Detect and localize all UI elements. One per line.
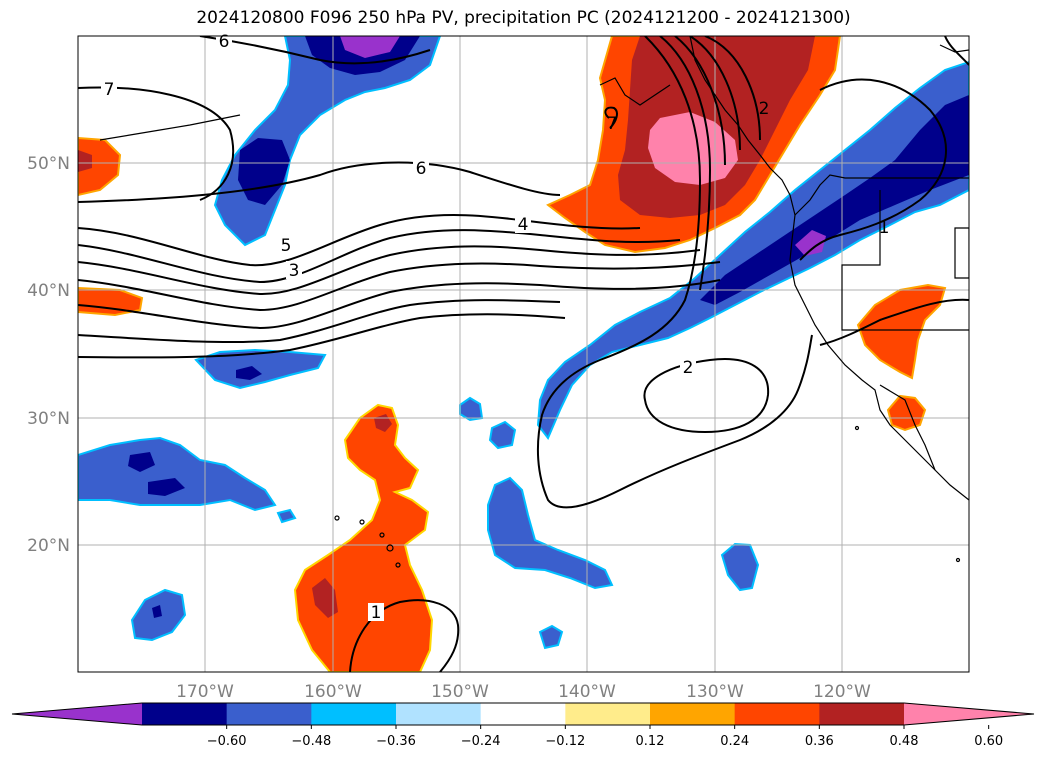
lon-label-120w: 120°W: [813, 682, 871, 702]
colorbar-segment: [480, 703, 566, 725]
strong-negative-southwest: [152, 605, 162, 618]
colorbar-tick-label: 0.36: [805, 734, 834, 749]
contour-label-1-east: 1: [879, 218, 890, 238]
strong-negative-west-25n-b: [148, 478, 185, 496]
lon-label-130w: 130°W: [686, 682, 744, 702]
contour-label-5: 5: [281, 236, 292, 256]
colorbar-tick-label: −0.60: [207, 734, 247, 749]
shaded-fields: [78, 36, 969, 672]
strong-negative-35n: [236, 366, 262, 380]
colorbar-segment: [819, 703, 905, 725]
map-border: [77, 35, 970, 673]
contour-label-3: 3: [289, 261, 300, 281]
negative-anomaly-south-central: [487, 476, 614, 590]
lon-label-140w: 140°W: [558, 682, 616, 702]
negative-anomaly-35n: [194, 348, 327, 390]
colorbar-tick-label: −0.48: [291, 734, 331, 749]
negative-anomaly-small-4: [538, 624, 564, 650]
lat-label-20n: 20°N: [27, 536, 70, 556]
colorbar-tick-label: −0.12: [545, 734, 585, 749]
strong-anomaly-west-50n: [78, 150, 92, 172]
contour-labels: 6 7 6 5 4 3 2 1 7 2 1: [101, 32, 889, 623]
lon-label-160w: 160°W: [304, 682, 362, 702]
lon-label-150w: 150°W: [431, 682, 489, 702]
colorbar-outline: [11, 702, 1035, 726]
colorbar-tick-label: 0.60: [974, 734, 1003, 749]
colorbar-segment: [565, 703, 651, 725]
negative-anomaly-west-25n: [78, 436, 277, 512]
colorbar-segment: [311, 703, 397, 725]
colorbar-segment: [142, 703, 228, 725]
contour-label-6-central: 6: [416, 159, 427, 179]
contour-label-4: 4: [518, 215, 529, 235]
contour-label-2-central: 2: [683, 358, 694, 378]
contour-label-6-north: 6: [219, 32, 230, 52]
colorbar-tick-label: 0.48: [890, 734, 919, 749]
colorbar-tick-label: 0.12: [636, 734, 665, 749]
colorbar-segment: [650, 703, 736, 725]
contour-label-2-northeast: 2: [759, 99, 770, 119]
lat-label-30n: 30°N: [27, 409, 70, 429]
latitude-labels: 50°N 40°N 30°N 20°N: [27, 154, 70, 556]
colorbar-extend-low: [12, 703, 142, 725]
gridlines: [78, 36, 969, 672]
contour-label-7-northeast: 7: [607, 114, 618, 134]
negative-anomaly-small-3: [276, 508, 297, 524]
colorbar-tick-label: −0.36: [376, 734, 416, 749]
negative-anomaly-southeast: [720, 542, 760, 592]
colorbar-segment: [226, 703, 312, 725]
contour-label-1-south: 1: [371, 603, 382, 623]
longitude-labels: 170°W 160°W 150°W 140°W 130°W 120°W: [176, 682, 871, 702]
colorbar: −0.60 −0.48 −0.36 −0.24 −0.12 0.12 0.24 0.36 0.4…: [11, 702, 1035, 749]
lat-label-40n: 40°N: [27, 281, 70, 301]
extreme-negative-northeast-band: [795, 230, 826, 256]
lon-label-170w: 170°W: [176, 682, 234, 702]
colorbar-segment: [734, 703, 820, 725]
extreme-negative-north-central: [340, 36, 400, 58]
negative-anomaly-small-2: [488, 420, 517, 450]
pv-contours: [78, 36, 969, 672]
strong-anomaly-hawaii-south: [312, 578, 338, 618]
lat-label-50n: 50°N: [27, 154, 70, 174]
colorbar-segment: [396, 703, 482, 725]
positive-anomaly-west-50n: [78, 136, 122, 197]
contour-label-7-west: 7: [104, 80, 115, 100]
colorbar-tick-label: −0.24: [461, 734, 501, 749]
strong-negative-west-25n: [128, 452, 155, 472]
map-title: 2024120800 F096 250 hPa PV, precipitatio…: [196, 8, 851, 28]
colorbar-tick-label: 0.24: [720, 734, 749, 749]
colorbar-extend-high: [904, 703, 1034, 725]
strong-negative-northeast-band: [700, 95, 969, 305]
